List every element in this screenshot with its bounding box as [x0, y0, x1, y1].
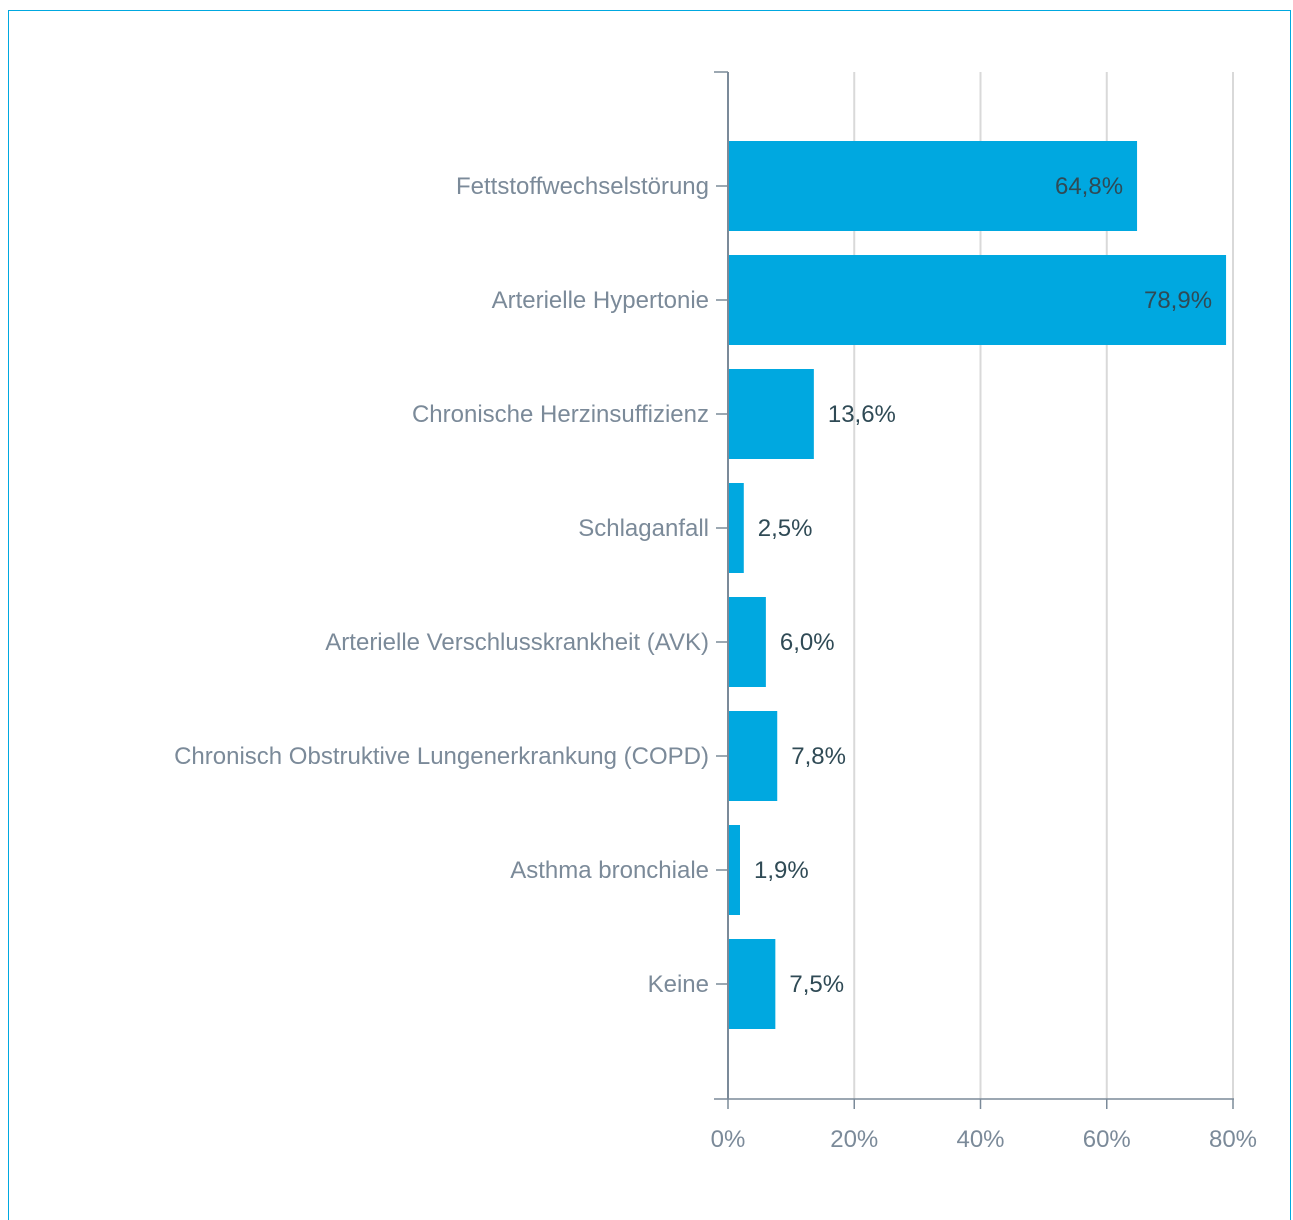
value-label: 7,5% — [789, 971, 844, 998]
bar — [728, 939, 776, 1029]
value-label: 2,5% — [758, 515, 813, 542]
bar — [728, 711, 778, 801]
bar — [728, 369, 814, 459]
value-label: 6,0% — [780, 629, 835, 656]
category-label: Chronische Herzinsuffizienz — [412, 401, 709, 428]
value-label: 7,8% — [791, 743, 846, 770]
x-tick-label: 40% — [956, 1126, 1004, 1153]
category-label: Arterielle Hypertonie — [492, 287, 709, 314]
category-label: Asthma bronchiale — [510, 857, 709, 884]
category-label: Chronisch Obstruktive Lungenerkrankung (… — [174, 743, 709, 770]
labels: 0% 20% 40% 60% 80% Fettstoffwechselstörung 64,… — [174, 173, 1257, 1153]
bar — [728, 255, 1227, 345]
x-tick-label: 0% — [711, 1126, 746, 1153]
category-label: Schlaganfall — [578, 515, 709, 542]
x-tick-label: 20% — [830, 1126, 878, 1153]
bar — [728, 483, 744, 573]
bar — [728, 825, 740, 915]
value-label: 13,6% — [828, 401, 896, 428]
bar — [728, 141, 1138, 231]
value-label: 64,8% — [1055, 173, 1123, 200]
category-label: Fettstoffwechselstörung — [456, 173, 709, 200]
value-label: 78,9% — [1144, 287, 1212, 314]
x-tick-label: 60% — [1083, 1126, 1131, 1153]
axes — [714, 71, 1234, 1109]
grid-lines — [853, 72, 1234, 1099]
category-label: Arterielle Verschlusskrankheit (AVK) — [325, 629, 709, 656]
value-label: 1,9% — [754, 857, 809, 884]
bar — [728, 597, 766, 687]
bars — [728, 141, 1227, 1029]
x-tick-label: 80% — [1209, 1126, 1257, 1153]
category-label: Keine — [648, 971, 709, 998]
chart-frame — [8, 10, 1291, 1220]
